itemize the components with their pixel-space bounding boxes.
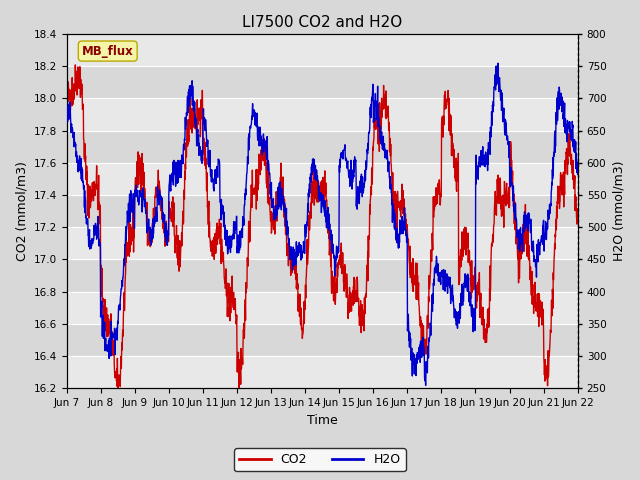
- CO2: [72, 62, 79, 68]
- Title: LI7500 CO2 and H2O: LI7500 CO2 and H2O: [242, 15, 402, 30]
- H2O: [172, 183, 179, 189]
- Line: H2O: H2O: [67, 63, 578, 385]
- CO2: [172, 235, 180, 241]
- Bar: [67, 66, 578, 98]
- Bar: [67, 131, 578, 163]
- H2O: [63, 100, 70, 106]
- Bar: [67, 227, 578, 260]
- Y-axis label: H2O (mmol/m3): H2O (mmol/m3): [612, 161, 625, 262]
- CO2: [272, 207, 280, 213]
- CO2: [63, 101, 70, 107]
- Bar: [67, 163, 578, 195]
- Bar: [67, 34, 578, 66]
- H2O: [412, 361, 419, 367]
- Text: MB_flux: MB_flux: [82, 45, 134, 58]
- Bar: [67, 260, 578, 292]
- H2O: [254, 137, 262, 143]
- X-axis label: Time: Time: [307, 414, 337, 427]
- CO2: [114, 385, 122, 391]
- H2O: [574, 172, 582, 178]
- Bar: [67, 195, 578, 227]
- H2O: [271, 213, 279, 219]
- Y-axis label: CO2 (mmol/m3): CO2 (mmol/m3): [15, 161, 28, 261]
- Bar: [67, 324, 578, 356]
- CO2: [275, 197, 282, 203]
- Legend: CO2, H2O: CO2, H2O: [234, 448, 406, 471]
- CO2: [255, 179, 262, 185]
- H2O: [274, 204, 282, 209]
- Bar: [67, 98, 578, 131]
- CO2: [412, 288, 420, 293]
- CO2: [92, 181, 100, 187]
- H2O: [422, 383, 429, 388]
- Bar: [67, 356, 578, 388]
- H2O: [92, 225, 100, 231]
- Line: CO2: CO2: [67, 65, 578, 388]
- H2O: [494, 60, 502, 66]
- CO2: [574, 218, 582, 224]
- Bar: [67, 292, 578, 324]
